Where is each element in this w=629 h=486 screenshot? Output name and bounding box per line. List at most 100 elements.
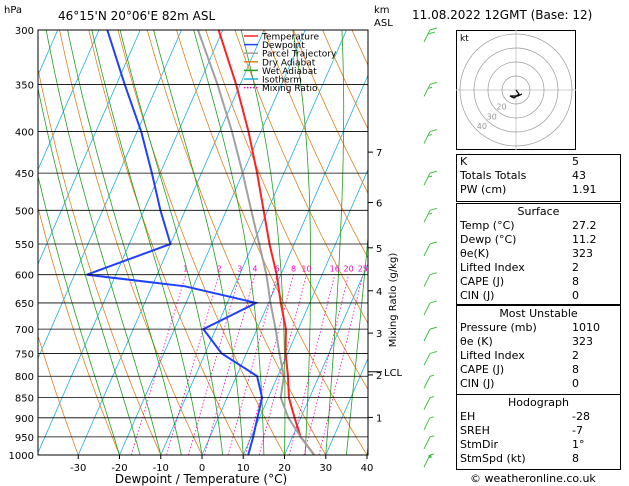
mixing-ratio-label: 20 — [344, 265, 354, 274]
table-row: PW (cm) 1.91 — [457, 183, 620, 197]
wind-barb — [423, 436, 431, 450]
row-value: 323 — [572, 247, 593, 260]
legend-label: Wet Adiabat — [262, 67, 317, 77]
wind-barb — [423, 172, 431, 186]
wind-barb-flag — [429, 300, 438, 304]
row-value: 5 — [572, 155, 579, 168]
x-tick-label: 40 — [361, 463, 374, 474]
dewpoint-line — [86, 30, 264, 455]
wet-adiabat-line — [67, 30, 182, 455]
table-row: Lifted Index 2 — [457, 261, 620, 275]
x-tick-label: 30 — [319, 463, 332, 474]
pressure-tick-label: 850 — [15, 394, 34, 405]
hodograph-ring — [487, 61, 545, 119]
chart-location: 46°15'N 20°06'E 82m ASL — [58, 9, 215, 23]
mixing-ratio-label: 6 — [275, 265, 280, 274]
row-label: CAPE (J) — [460, 363, 505, 376]
table-section-title: Hodograph — [508, 396, 569, 409]
table-row: StmSpd (kt) 8 — [457, 452, 620, 466]
pressure-tick-label: 1000 — [9, 451, 34, 462]
wind-barb — [423, 210, 431, 223]
row-value: 0 — [572, 289, 579, 302]
wind-barb-flag — [427, 31, 436, 35]
isotherm-line — [201, 74, 368, 455]
wind-barb-half — [427, 175, 433, 178]
row-value: 11.2 — [572, 233, 597, 246]
wind-barb — [423, 353, 431, 366]
mixing-ratio-label: 3 — [237, 265, 242, 274]
isotherm-line — [38, 30, 182, 360]
row-label: StmSpd (kt) — [460, 452, 526, 465]
mixing-ratio-axis-label: Mixing Ratio (g/kg) — [388, 253, 399, 348]
mixing-ratio-line — [288, 274, 336, 455]
x-axis-label: Dewpoint / Temperature (°C) — [115, 472, 287, 486]
wind-barb — [423, 417, 431, 431]
table-row: Lifted Index 2 — [457, 349, 620, 363]
wind-barb-flag — [429, 350, 438, 354]
wind-barb — [423, 274, 431, 287]
x-tick-label: 10 — [237, 463, 250, 474]
km-tick-label: 5 — [376, 244, 382, 255]
row-value: 0 — [572, 377, 579, 390]
row-value: -7 — [572, 424, 583, 437]
wind-barb-half — [429, 453, 435, 456]
table-row: SREH -7 — [457, 424, 620, 438]
wind-barb — [423, 302, 431, 316]
row-label: Totals Totals — [460, 169, 527, 182]
table-row: Totals Totals 43 — [457, 169, 620, 183]
km-axis-label-asl: ASL — [374, 18, 393, 29]
row-value: -28 — [572, 410, 590, 423]
row-label: θe (K) — [460, 335, 493, 348]
isotherm-line — [38, 30, 100, 171]
mixing-ratio-line — [166, 274, 220, 455]
row-label: CAPE (J) — [460, 275, 505, 288]
row-label: Temp (°C) — [460, 219, 515, 232]
pressure-tick-label: 750 — [15, 349, 34, 360]
row-value: 8 — [572, 363, 579, 376]
row-label: θe(K) — [460, 247, 490, 260]
pressure-tick-label: 500 — [15, 206, 34, 217]
table-row: CIN (J) 0 — [457, 289, 620, 303]
table-row: EH -28 — [457, 410, 620, 424]
hodograph-ring — [473, 47, 559, 133]
row-label: Pressure (mb) — [460, 321, 537, 334]
hodograph-ring-label: 40 — [477, 122, 487, 131]
table-row: StmDir 1° — [457, 438, 620, 452]
wet-adiabat-line — [325, 30, 345, 455]
isotherm-line — [119, 30, 306, 455]
wind-barb-half — [429, 396, 435, 399]
legend-label: Dry Adiabat — [262, 58, 316, 68]
pressure-tick-label: 950 — [15, 433, 34, 444]
wind-barb-flag — [429, 241, 438, 245]
wind-barb-half — [429, 435, 435, 438]
lcl-label: LCL — [384, 368, 403, 379]
wind-barb-half — [427, 134, 433, 137]
wind-barb — [423, 376, 431, 389]
x-tick-label: 20 — [278, 463, 291, 474]
row-label: Lifted Index — [460, 349, 525, 362]
row-value: 2 — [572, 349, 579, 362]
pressure-tick-label: 450 — [15, 169, 34, 180]
hodograph-ring-label: 20 — [496, 103, 506, 112]
wind-barb — [423, 84, 431, 97]
row-label: K — [460, 155, 468, 168]
row-value: 1° — [572, 438, 585, 451]
wind-barb-half — [427, 86, 433, 89]
wind-barb-flag — [429, 272, 438, 276]
table-section-title: Most Unstable — [499, 307, 578, 320]
isotherm-line — [38, 30, 224, 454]
row-value: 8 — [572, 452, 579, 465]
isotherm-line — [284, 262, 368, 455]
wet-adiabat-line — [346, 233, 368, 455]
mixing-ratio-label: 25 — [358, 265, 368, 274]
legend-label: Mixing Ratio — [262, 84, 318, 94]
table-row: Dewp (°C) 11.2 — [457, 233, 620, 247]
wind-barb — [423, 328, 431, 342]
hodograph-table-panel: Hodograph EH -28 SREH -7 StmDir 1° StmSpd (kt) 8 — [456, 394, 621, 470]
hodograph-ring — [501, 75, 531, 105]
isotherm-line — [77, 30, 265, 455]
table-row: Pressure (mb) 1010 — [457, 321, 620, 335]
row-value: 43 — [572, 169, 586, 182]
mixing-ratio-label: 8 — [291, 265, 296, 274]
